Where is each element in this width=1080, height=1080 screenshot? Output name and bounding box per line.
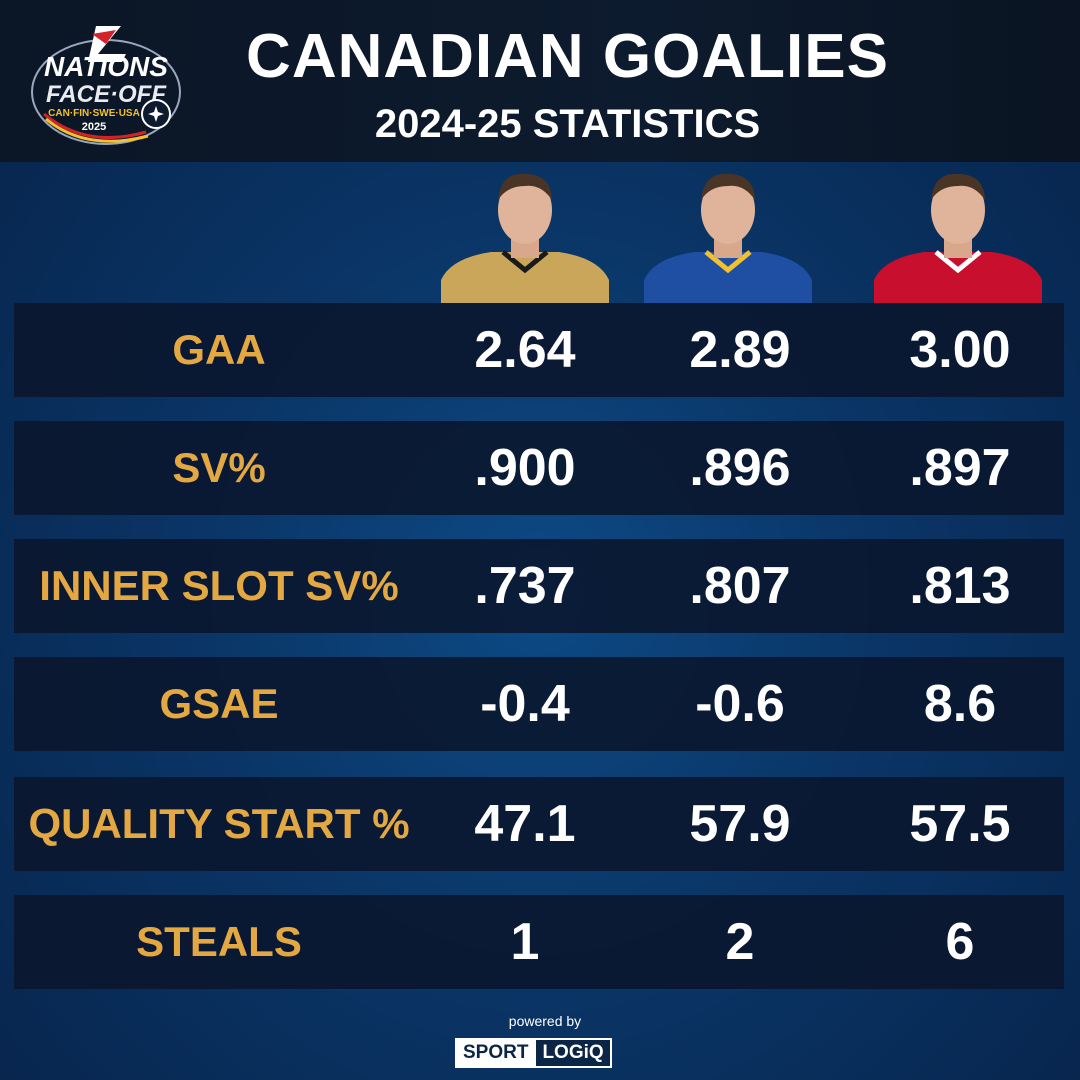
stat-value: -0.6 [695, 675, 785, 733]
stat-value: .896 [689, 439, 791, 497]
svg-text:CAN·FIN·SWE·USA: CAN·FIN·SWE·USA [48, 108, 140, 119]
stat-value: 2.64 [474, 321, 576, 379]
stat-row: STEALS 1 2 6 [14, 895, 1064, 989]
brand-logiq: LOGiQ [534, 1040, 610, 1066]
page-subtitle: 2024-25 STATISTICS [374, 102, 761, 146]
stat-value: 2.89 [689, 321, 791, 379]
stat-row: GSAE -0.4 -0.6 8.6 [14, 657, 1064, 751]
stat-value: 57.5 [909, 795, 1011, 853]
stat-label: QUALITY START % [28, 800, 410, 847]
stat-value: .813 [909, 557, 1011, 615]
stat-row: QUALITY START % 47.1 57.9 57.5 [14, 777, 1064, 871]
stat-value: 6 [945, 913, 975, 971]
stat-value: .737 [474, 557, 576, 615]
page-title: CANADIAN GOALIES [246, 22, 889, 91]
header: NATIONS FACE·OFF CAN·FIN·SWE·USA 2025 CA… [0, 0, 1080, 162]
stat-row: GAA 2.64 2.89 3.00 [14, 303, 1064, 397]
stat-value: 2 [725, 913, 755, 971]
stat-label: STEALS [136, 918, 302, 965]
stat-label: INNER SLOT SV% [39, 562, 399, 609]
svg-text:2025: 2025 [82, 121, 106, 133]
stat-label: SV% [172, 444, 266, 491]
stat-row: SV% .900 .896 .897 [14, 421, 1064, 515]
stat-value: 1 [510, 913, 540, 971]
brand-sport: SPORT [457, 1040, 535, 1066]
stat-value: 3.00 [909, 321, 1011, 379]
stat-value: .807 [689, 557, 791, 615]
four-nations-logo: NATIONS FACE·OFF CAN·FIN·SWE·USA 2025 [31, 26, 181, 145]
stat-value: 57.9 [689, 795, 791, 853]
stat-value: 47.1 [474, 795, 576, 853]
player-photo [441, 170, 609, 303]
player-photo [644, 170, 812, 303]
stat-value: .897 [909, 439, 1011, 497]
player-photo [874, 170, 1042, 303]
stat-value: 8.6 [923, 675, 997, 733]
powered-by-text: powered by [508, 1013, 582, 1029]
svg-text:NATIONS: NATIONS [44, 51, 168, 82]
stat-value: .900 [474, 439, 576, 497]
stat-label: GSAE [159, 680, 279, 727]
stat-label: GAA [172, 326, 266, 373]
sportlogiq-logo: SPORT LOGiQ [455, 1038, 612, 1068]
stat-value: -0.4 [480, 675, 570, 733]
stat-row: INNER SLOT SV% .737 .807 .813 [14, 539, 1064, 633]
